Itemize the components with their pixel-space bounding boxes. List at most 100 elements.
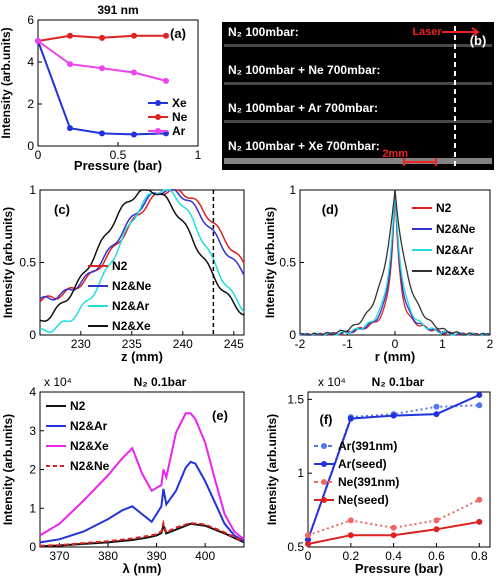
x-tick-label: 0.8 — [471, 549, 488, 563]
x-tick-label: 0 — [392, 337, 399, 351]
data-point — [433, 526, 440, 533]
x-axis-label: r (mm) — [375, 349, 415, 364]
data-point — [67, 32, 73, 39]
y-tick-label: 6 — [27, 13, 34, 27]
data-point — [163, 32, 169, 39]
y-tick-label: 2 — [27, 97, 34, 111]
chart-title: N₂ 0.1bar — [372, 375, 425, 389]
x-tick-label: 380 — [98, 549, 118, 563]
x-tick-label: 1 — [439, 337, 446, 351]
laser-arrow — [442, 27, 480, 37]
x-tick-label: 2 — [487, 337, 494, 351]
y-tick-label: 1 — [289, 183, 296, 197]
legend-entry: N2&Ar — [70, 419, 108, 433]
y-tick-label: 4 — [27, 55, 34, 69]
filament-glow — [224, 158, 492, 164]
x-tick-label: 0.4 — [385, 549, 402, 563]
x-tick-label: 1 — [195, 148, 202, 162]
legend-entry: N2&Xe — [70, 439, 109, 453]
panel-c: 230 235 240 245 0 0.5 1 z (mm) Intensity (arb.un… — [1, 183, 245, 364]
x-axis-label: λ (nm) — [123, 561, 162, 576]
y-axis-label: Intensity (arb.units) — [263, 207, 277, 318]
x-tick-label: 0.6 — [428, 549, 445, 563]
series-line — [39, 412, 245, 541]
panel-label-e: (e) — [212, 408, 228, 423]
legend-marker — [321, 461, 327, 467]
y-tick-label: 2 — [29, 463, 36, 477]
x-tick-label: 245 — [224, 337, 244, 351]
data-point — [476, 496, 483, 503]
series-line — [299, 189, 490, 336]
data-point — [390, 524, 397, 531]
scale-bar-label: 2mm — [382, 148, 408, 160]
legend-entry: Xe — [172, 96, 187, 110]
data-point — [99, 65, 105, 72]
data-point — [390, 412, 397, 419]
scale-bar — [403, 158, 437, 166]
series-line — [37, 40, 167, 82]
panel-label-b: (b) — [470, 33, 487, 48]
plot-frame-f — [307, 391, 491, 548]
legend-entry: Ne(391nm) — [338, 475, 399, 489]
y-tick-label: 0 — [27, 139, 34, 153]
filament-glow — [224, 120, 492, 123]
y-tick-label: 0 — [29, 540, 36, 554]
y-axis-label: Intensity (arb.units) — [0, 27, 13, 138]
series-line — [39, 519, 245, 547]
data-point — [347, 415, 354, 422]
filament-glow — [224, 82, 492, 85]
data-point — [347, 517, 354, 524]
panel-label-a: (a) — [170, 26, 186, 41]
x-tick-label: 0.5 — [110, 148, 127, 162]
sample-label: N₂ 100mbar: — [228, 25, 299, 39]
data-point — [433, 517, 440, 524]
laser-label: Laser — [412, 26, 442, 38]
data-point — [67, 61, 73, 68]
y-axis-label: Intensity (arb.units) — [265, 414, 279, 525]
legend-entry: N2&Xe — [112, 319, 151, 333]
panel-f: 0 0.2 0.4 0.6 0.8 0.5 1 1.5 Pressure (bar) Intens… — [265, 375, 491, 576]
y-tick-label: 0 — [289, 328, 296, 342]
legend-marker — [321, 479, 327, 485]
legend-entry: N2&Ne — [112, 279, 152, 293]
legend-entry: N2 — [70, 399, 86, 413]
filament-glow — [224, 44, 492, 47]
axis-multiplier: x 10⁴ — [318, 375, 346, 389]
panel-a: 0 0.5 1 0 2 4 6 Pressure (bar) Intensity (arb.un… — [0, 3, 202, 173]
data-point — [99, 130, 105, 137]
y-axis-label: Intensity (arb.units) — [1, 207, 15, 318]
data-point — [476, 391, 483, 398]
data-point — [305, 532, 311, 539]
data-point — [433, 411, 440, 418]
legend-marker — [321, 443, 327, 449]
data-point — [476, 518, 483, 525]
data-point — [476, 402, 483, 409]
x-tick-label: 240 — [173, 337, 193, 351]
panel-e: 370 380 390 400 0 1 2 3 4 λ (nm) Intensity (arb.un… — [1, 375, 245, 576]
legend-entry: Ne(seed) — [338, 493, 389, 507]
y-tick-label: 0.5 — [19, 256, 36, 270]
sample-label: N₂ 100mbar + Ne 700mbar: — [228, 63, 380, 77]
chart-title: 391 nm — [97, 3, 138, 17]
y-tick-label: 0.5 — [279, 256, 296, 270]
data-point — [131, 131, 137, 138]
x-tick-label: 390 — [147, 549, 167, 563]
x-tick-label: 0 — [305, 549, 312, 563]
data-point — [67, 125, 73, 132]
data-point — [347, 532, 354, 539]
x-axis-label: Pressure (bar) — [74, 158, 162, 173]
series-line — [307, 404, 480, 540]
x-axis-label: z (mm) — [121, 349, 163, 364]
legend-entry: Ar(391nm) — [338, 439, 397, 453]
legend-marker — [155, 100, 161, 106]
chart-title: N₂ 0.1bar — [134, 375, 187, 389]
data-point — [163, 77, 169, 84]
x-tick-label: 370 — [49, 549, 69, 563]
y-tick-label: 1 — [29, 501, 36, 515]
y-axis-label: Intensity (arb.units) — [1, 414, 15, 525]
data-point — [390, 532, 397, 539]
data-point — [305, 536, 311, 543]
legend-entry: N2&Ar — [436, 243, 474, 257]
series-line — [39, 460, 245, 544]
